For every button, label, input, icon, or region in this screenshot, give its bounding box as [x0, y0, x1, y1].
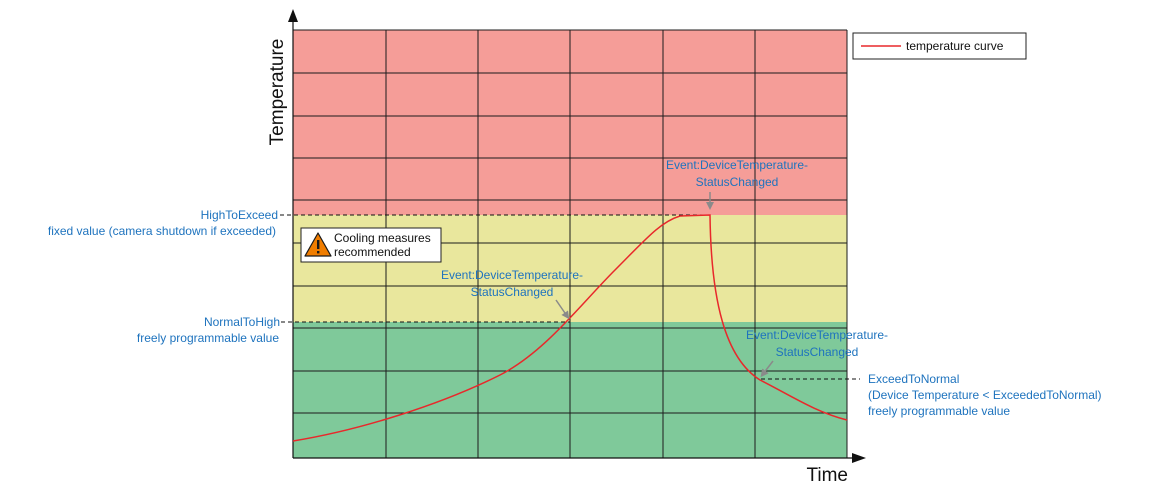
warning-line1: Cooling measures [334, 231, 431, 245]
event-label-peak: Event:DeviceTemperature- StatusChanged [666, 158, 808, 189]
exceed-threshold-line2: (Device Temperature < ExceededToNormal) [868, 388, 1102, 402]
temperature-curve [292, 214, 848, 442]
event-fall-line2: StatusChanged [776, 345, 859, 359]
high-threshold-name: HighToExceed [201, 208, 278, 222]
event-label-rise: Event:DeviceTemperature- StatusChanged [441, 268, 583, 299]
event-rise-line2: StatusChanged [471, 285, 554, 299]
event-rise-line1: Event:DeviceTemperature- [441, 268, 583, 282]
normal-threshold-desc: freely programmable value [137, 331, 279, 345]
cooling-warning-box: Cooling measures recommended [300, 227, 442, 263]
high-threshold-label: HighToExceed fixed value (camera shutdow… [48, 208, 278, 238]
exceed-threshold-label: ExceedToNormal (Device Temperature < Exc… [868, 372, 1102, 418]
legend-label: temperature curve [906, 39, 1004, 53]
event-peak-line2: StatusChanged [696, 175, 779, 189]
high-threshold-desc: fixed value (camera shutdown if exceeded… [48, 224, 276, 238]
x-axis-arrow-icon [852, 453, 866, 463]
normal-threshold-name: NormalToHigh [204, 315, 280, 329]
event-rise-arrow-icon [555, 299, 570, 320]
x-axis-title: Time [806, 465, 848, 484]
grid [293, 29, 848, 458]
normal-threshold-label: NormalToHigh freely programmable value [137, 315, 280, 345]
event-fall-arrow-icon [760, 360, 774, 378]
y-axis-title: Temperature [267, 39, 288, 146]
warning-line2: recommended [334, 245, 411, 259]
exceed-threshold-name: ExceedToNormal [868, 372, 959, 386]
legend: temperature curve [852, 32, 1027, 60]
y-axis-arrow-icon [288, 9, 298, 22]
event-fall-line1: Event:DeviceTemperature- [746, 328, 888, 342]
warning-triangle-icon [304, 232, 332, 257]
exceed-threshold-line3: freely programmable value [868, 404, 1010, 418]
event-label-fall: Event:DeviceTemperature- StatusChanged [746, 328, 888, 359]
threshold-dashes [280, 214, 860, 380]
event-peak-line1: Event:DeviceTemperature- [666, 158, 808, 172]
